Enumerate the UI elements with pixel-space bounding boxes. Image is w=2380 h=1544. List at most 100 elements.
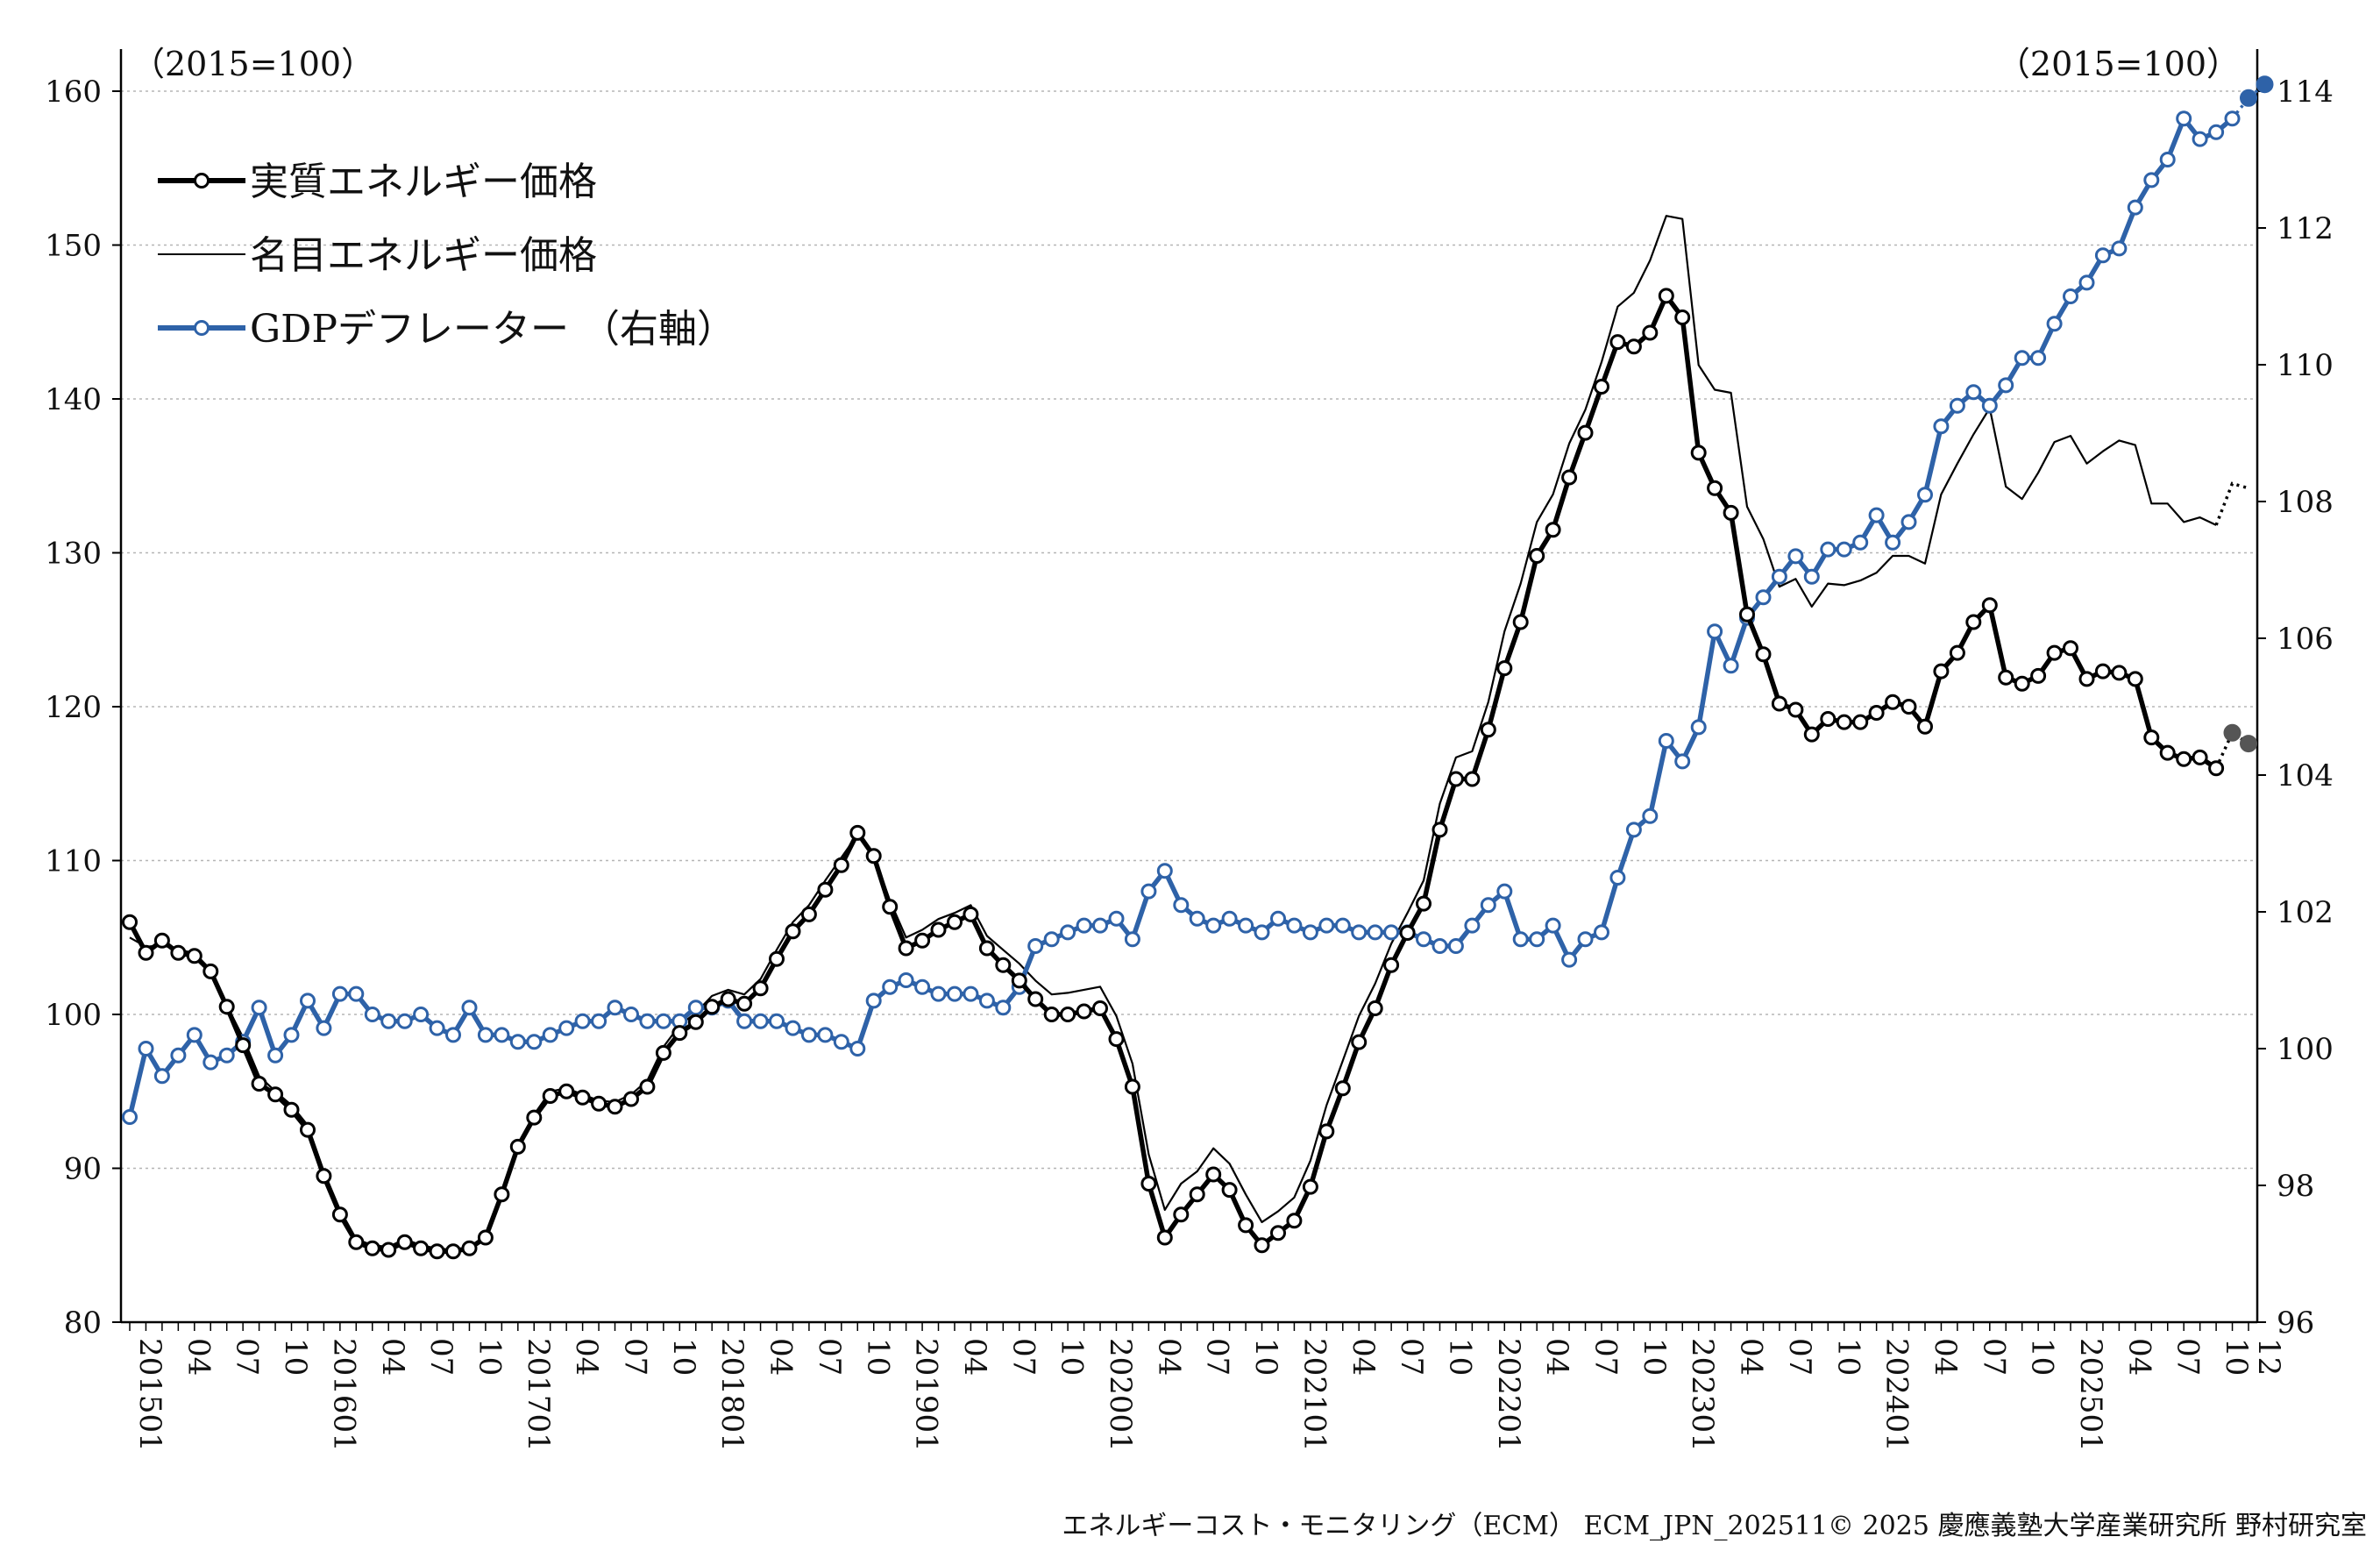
data-point [639,1078,656,1095]
data-point [574,1089,591,1106]
data-point [1609,334,1626,351]
data-point [396,1234,413,1250]
data-point [364,1240,380,1256]
forecast-point [2240,89,2257,107]
data-point [1302,1178,1318,1195]
x-tick-label: 07 [1005,1338,1041,1376]
data-point [574,1013,591,1029]
x-tick-label: 04 [2121,1338,2156,1376]
data-point [1609,870,1626,886]
data-point [494,1186,510,1203]
data-point [1011,972,1027,989]
x-axis-labels: 201501 04 07 10 201601 04 07 10 201701 04 07 10 2018… [132,1338,2286,1452]
data-point [2208,124,2225,140]
data-point [316,1168,332,1185]
data-point [316,1020,332,1036]
x-tick-label: 202501 [2073,1338,2108,1452]
x-tick-label: 04 [375,1338,410,1376]
data-point [1545,522,1561,538]
data-point [1205,1166,1222,1183]
data-point [300,1121,316,1138]
data-point [1885,694,1901,710]
data-point [607,1099,623,1115]
data-point [1690,719,1707,736]
data-point [2143,172,2160,189]
data-point [461,1240,478,1256]
data-point [1674,310,1691,325]
data-point [413,1240,430,1256]
data-point [1965,614,1982,630]
x-tick-label: 04 [569,1338,604,1376]
data-point [1334,917,1351,934]
data-point [1496,660,1513,677]
data-point [898,972,914,988]
data-point [2014,675,2030,692]
data-point [800,906,817,922]
data-point [331,985,348,1002]
data-point [2030,667,2047,684]
x-tick-label: 201501 [132,1338,167,1452]
data-point [1205,917,1222,934]
right-axis-labels: 96 98 100 102 104 106 108 110 112 114 [2277,75,2334,1341]
data-point [1351,924,1368,941]
data-point [898,940,914,957]
data-point [122,1109,138,1125]
data-point [477,1027,494,1043]
data-point [2208,760,2225,777]
data-point [1545,917,1561,934]
x-tick-label: 10 [278,1338,313,1376]
data-point [1998,669,2014,686]
x-tick-label: 202001 [1103,1338,1138,1452]
x-tick-label: 201801 [714,1338,750,1452]
series-layer [122,75,2274,1260]
x-tick-label: 07 [1976,1338,2011,1376]
data-point [1949,397,1965,414]
data-point [138,1041,154,1057]
data-point [2111,665,2128,681]
data-point [623,1091,639,1107]
data-point [671,1025,688,1042]
data-point [1658,288,1674,304]
data-point [914,932,931,949]
data-point [591,1095,607,1112]
data-point [817,881,834,898]
legend-item-gdp-deflator: GDPデフレーター （右軸） [158,307,735,352]
data-point [1723,658,1739,674]
data-point [1108,1031,1125,1048]
data-point [1416,931,1432,948]
data-point [2046,644,2063,661]
data-point [865,848,882,864]
data-point [1447,938,1464,954]
data-point [2192,749,2208,765]
x-tick-label: 07 [1782,1338,1817,1376]
data-point [995,957,1012,973]
data-point [1092,917,1108,934]
data-point [1043,1007,1060,1022]
data-point [170,1047,187,1064]
data-point [833,1034,849,1050]
x-tick-label: 07 [423,1338,458,1376]
data-point [2078,274,2095,291]
data-point [1594,924,1609,941]
data-point [833,857,849,873]
left-tick-label: 90 [64,1152,102,1187]
data-point [849,824,866,841]
x-tick-label: 201701 [521,1338,556,1452]
data-point [1820,541,1837,558]
data-point [1480,722,1496,738]
data-point [1674,753,1691,770]
data-point [930,985,947,1002]
data-point [558,1020,575,1036]
data-point [2078,671,2095,687]
data-point [445,1243,461,1260]
data-point [1060,924,1076,941]
data-point [1173,1206,1190,1223]
data-point [153,1068,170,1085]
x-tick-label: 202401 [1879,1338,1915,1452]
data-point [882,978,899,995]
data-point [1302,924,1318,941]
data-point [2192,131,2208,147]
data-point [785,923,801,940]
data-point [2111,240,2128,257]
x-tick-label: 10 [1248,1338,1283,1376]
